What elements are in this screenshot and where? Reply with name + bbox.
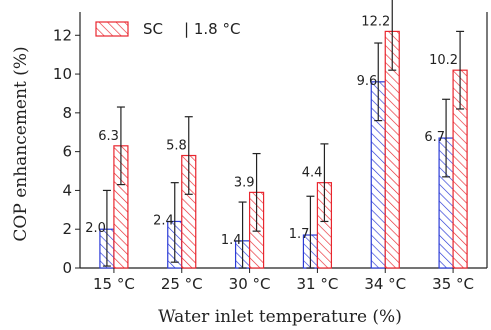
data-label: 2.0 [85,221,106,236]
data-label: 4.4 [302,166,323,181]
legend-label-sc: SC [143,20,163,38]
data-label: 2.4 [153,213,174,228]
x-axis-label: Water inlet temperature (%) [158,307,402,327]
data-label: 5.8 [166,139,187,154]
data-label: 12.2 [361,14,390,29]
data-label: 1.7 [289,227,310,242]
x-tick-label: 34 °C [364,275,406,293]
y-tick-label: 0 [62,259,72,277]
y-axis-label: COP enhancement (%) [11,46,31,241]
legend-swatch-sc [95,21,129,37]
error-bars-group [102,0,465,269]
data-label: 1.4 [221,233,242,248]
y-tick-label: 12 [53,26,72,44]
x-tick-label: 30 °C [229,275,271,293]
x-axis: 15 °C 25 °C 30 °C 31 °C 34 °C 35 °C [93,268,474,293]
data-label: 3.9 [234,175,255,190]
data-label: 6.3 [98,129,119,144]
legend-label-threshold: | 1.8 °C [184,20,240,38]
data-label: 10.2 [429,53,458,68]
x-tick-label: 35 °C [432,275,474,293]
plot-frame [79,12,488,269]
data-label: 6.7 [424,130,445,145]
y-axis: 0 2 4 6 8 10 12 [53,26,80,277]
data-labels-group: 2.0 2.4 1.4 1.7 9.6 6.7 6.3 5.8 3.9 4.4 12.2 10.2 [85,14,458,247]
y-tick-label: 2 [62,220,72,238]
y-tick-label: 4 [62,181,72,199]
bars-group [99,30,468,269]
x-tick-label: 15 °C [93,275,135,293]
y-tick-label: 8 [62,104,72,122]
legend: SC | 1.8 °C [95,20,240,38]
y-tick-label: 6 [62,143,72,161]
data-label: 9.6 [357,74,378,89]
x-tick-label: 31 °C [296,275,338,293]
x-tick-label: 25 °C [161,275,203,293]
y-tick-label: 10 [53,65,72,83]
